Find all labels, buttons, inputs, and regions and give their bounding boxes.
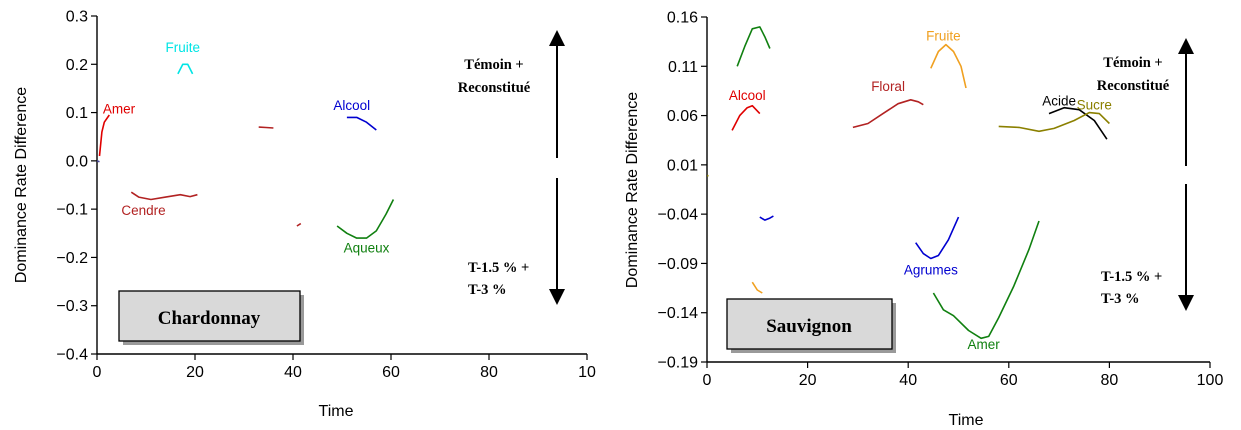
y-tick-label: 0.01 <box>667 157 698 174</box>
y-tick-label: −0.3 <box>56 298 88 315</box>
x-tick-label: 20 <box>799 372 817 389</box>
x-tick-label: 100 <box>1197 372 1224 389</box>
panel-box <box>726 298 893 350</box>
panel-label: Sauvignon <box>766 316 852 337</box>
x-tick-label: 80 <box>480 364 498 381</box>
series-line-sucre <box>998 111 1110 133</box>
series-line-acide <box>1048 106 1108 140</box>
annotation-up-line1: Témoin + <box>1103 55 1162 71</box>
x-tick-label: 60 <box>1000 372 1018 389</box>
x-tick-label: 40 <box>284 364 302 381</box>
series-label-fruite: Fruite <box>165 40 200 55</box>
y-tick-label: −0.4 <box>56 347 88 364</box>
arrow-up-icon <box>549 30 565 46</box>
annotation-up-line1: Témoin + <box>464 57 523 73</box>
y-tick-label: 0.1 <box>66 105 88 122</box>
y-tick-label: 0.16 <box>667 10 698 27</box>
series-line-floral <box>852 99 924 129</box>
y-tick-label: −0.2 <box>56 250 88 267</box>
series-label-amer: Amer <box>103 102 136 117</box>
y-tick-label: 0.2 <box>66 57 88 74</box>
y-tick-label: −0.04 <box>658 207 699 224</box>
series-line-cendre <box>130 191 198 201</box>
panel-box <box>118 290 301 342</box>
y-axis-title: Dominance Rate Difference <box>624 92 641 288</box>
y-tick-label: −0.1 <box>56 202 88 219</box>
series-line-unlabeled-7 <box>759 215 774 221</box>
series-label-cendre: Cendre <box>121 203 165 218</box>
y-tick-label: 0.06 <box>667 108 698 125</box>
chart-sauvignon: −0.19 −0.14 −0.09 −0.04 0.01 0.06 0.11 0.16 0 20 4… <box>624 10 1223 430</box>
x-tick-label: 20 <box>186 364 204 381</box>
x-tick-label: 40 <box>899 372 917 389</box>
annotation-down-line2: T-3 % <box>468 282 507 298</box>
series-label-aqueux: Aqueux <box>344 241 390 256</box>
annotation-down-line1: T-1.5 % + <box>1101 269 1162 285</box>
panel-label: Chardonnay <box>158 308 261 329</box>
annotation-up-line2: Reconstitué <box>1097 78 1170 94</box>
series-line-alcool <box>731 104 761 131</box>
x-tick-label: 0 <box>93 364 102 381</box>
series-line-unlabeled-8 <box>751 281 763 294</box>
annotation-down-line2: T-3 % <box>1101 291 1140 307</box>
series-line-unlabeled-2 <box>96 160 100 163</box>
y-tick-label: −0.09 <box>658 256 699 273</box>
y-tick-label: 0.11 <box>668 59 698 76</box>
x-axis-title: Time <box>949 412 984 429</box>
chart-chardonnay: −0.4 −0.3 −0.2 −0.1 0.0 0.1 0.2 0.3 0 20 40 60 80 10 T… <box>13 9 596 421</box>
series-label-fruite: Fruite <box>926 29 961 44</box>
series-line-fruite <box>177 63 194 75</box>
series-line-agrumes <box>915 216 960 260</box>
series-line-unlabeled-0 <box>736 26 771 67</box>
series-label-amer: Amer <box>968 337 1001 352</box>
series-label-agrumes: Agrumes <box>904 262 958 277</box>
series-line-alcool <box>346 116 377 131</box>
series-line-amer <box>98 114 110 157</box>
annotation-up-line2: Reconstitué <box>458 80 531 96</box>
series-line-unlabeled-4 <box>258 126 274 129</box>
y-tick-label: −0.19 <box>658 355 699 372</box>
x-tick-label: 0 <box>703 372 712 389</box>
series-label-alcool: Alcool <box>729 88 766 103</box>
series-label-acide: Acide <box>1042 94 1076 109</box>
arrow-up-icon <box>1178 38 1194 54</box>
series-line-amer <box>932 220 1040 340</box>
series-line-aqueux <box>336 199 395 239</box>
y-axis-title: Dominance Rate Difference <box>13 87 30 283</box>
x-tick-label: 60 <box>382 364 400 381</box>
series-label-floral: Floral <box>871 79 905 94</box>
arrow-down-icon <box>1178 295 1194 311</box>
series-label-alcool: Alcool <box>333 98 370 113</box>
arrow-down-icon <box>549 289 565 305</box>
series-label-sucre: Sucre <box>1077 98 1112 113</box>
x-axis-title: Time <box>319 403 354 420</box>
series-line-fruite <box>930 43 967 89</box>
annotation-down-line1: T-1.5 % + <box>468 260 529 276</box>
series-line-unlabeled-6 <box>296 222 302 227</box>
y-tick-label: 0.3 <box>66 9 88 26</box>
x-tick-label: 10 <box>578 364 596 381</box>
y-tick-label: −0.14 <box>658 305 699 322</box>
x-tick-label: 80 <box>1101 372 1119 389</box>
y-tick-label: 0.0 <box>66 153 88 170</box>
